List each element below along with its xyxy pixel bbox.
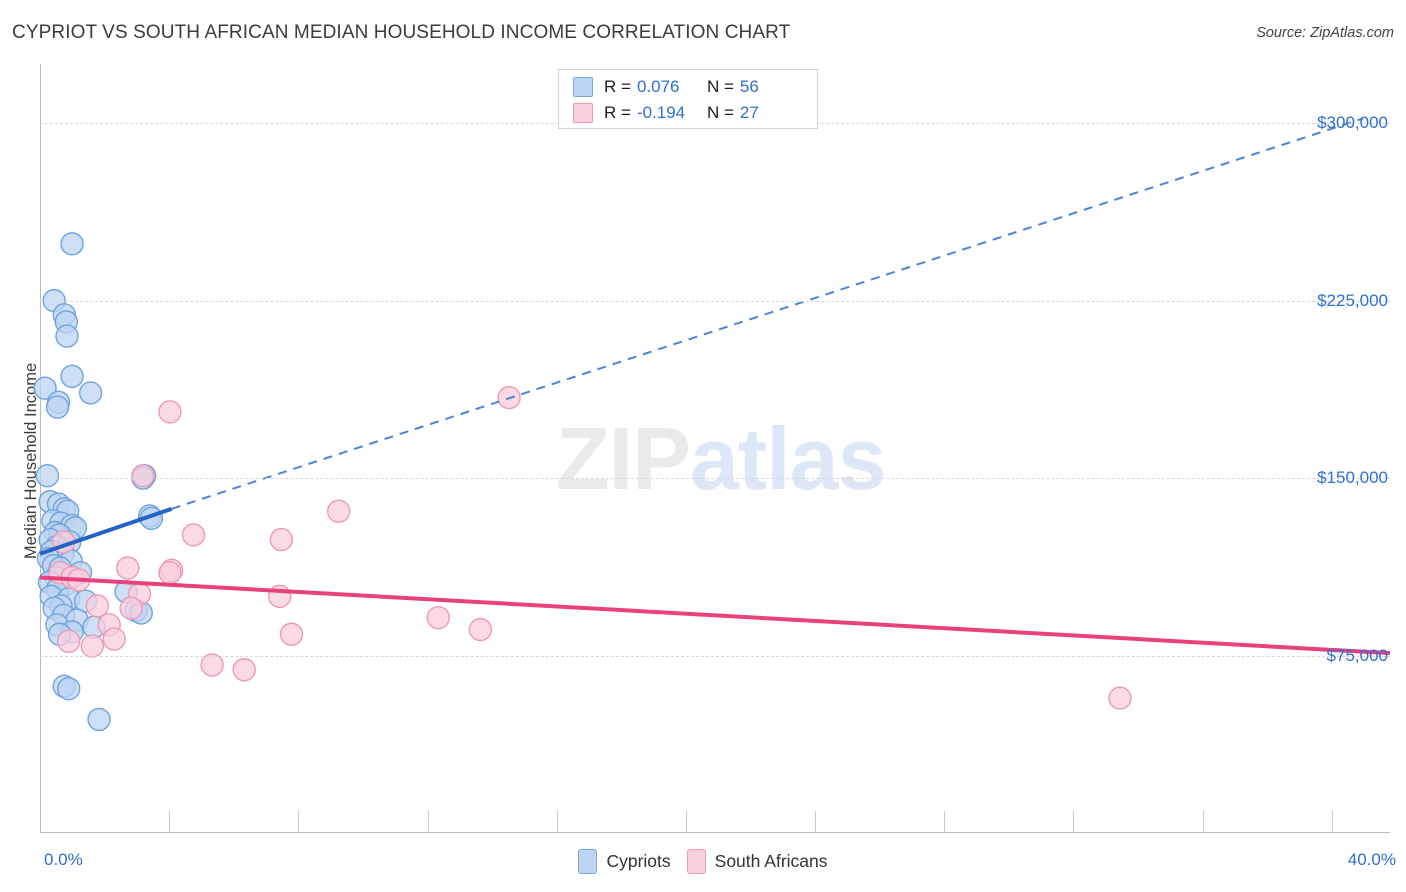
x-axis-tick	[1331, 811, 1333, 833]
data-point[interactable]	[468, 617, 493, 642]
x-axis-tick	[298, 811, 300, 833]
data-point[interactable]	[116, 556, 140, 580]
data-point[interactable]	[232, 658, 256, 682]
data-point[interactable]	[45, 395, 70, 419]
x-axis-line	[40, 832, 1390, 833]
legend-n-label-2: N =	[706, 103, 734, 122]
data-point[interactable]	[60, 232, 84, 256]
x-axis-tick	[815, 811, 817, 833]
x-axis-max-label: 40.0%	[1347, 850, 1396, 869]
data-point[interactable]	[158, 561, 182, 585]
data-point[interactable]	[85, 594, 110, 618]
trendline-south-africans	[39, 575, 1391, 656]
data-point[interactable]	[87, 707, 111, 732]
legend-n-value-2: 27	[739, 103, 759, 122]
legend-row-south-africans: R = -0.194 N = 27	[573, 100, 759, 126]
y-axis-tick-label: $150,000	[1317, 468, 1388, 488]
series-points-south-africans	[48, 385, 1132, 710]
data-point[interactable]	[119, 596, 143, 620]
gridline	[40, 655, 1390, 657]
series-label-cypriots: Cypriots	[606, 851, 671, 871]
data-layer	[33, 117, 1391, 732]
page-title: CYPRIOT VS SOUTH AFRICAN MEDIAN HOUSEHOL…	[12, 22, 791, 43]
y-axis-tick-label: $225,000	[1317, 290, 1388, 310]
series-swatch-south-africans	[686, 849, 706, 874]
series-legend-item-cypriots[interactable]: Cypriots	[578, 849, 671, 874]
legend-swatch-pink	[573, 103, 593, 123]
x-axis-tick	[169, 811, 171, 833]
legend-swatch-blue	[573, 77, 593, 97]
gridline	[40, 300, 1390, 302]
data-point[interactable]	[80, 634, 105, 658]
watermark: ZIPatlas	[556, 408, 887, 510]
plot-area: $75,000 $150,000 $225,000 $300,000	[33, 64, 1391, 833]
data-point[interactable]	[1108, 686, 1132, 710]
data-point[interactable]	[269, 527, 294, 552]
data-point[interactable]	[78, 381, 103, 405]
data-point[interactable]	[326, 499, 351, 523]
y-axis-line	[40, 64, 41, 833]
x-axis-tick	[685, 811, 687, 833]
legend-row-cypriots: R = 0.076 N = 56	[573, 74, 759, 100]
series-label-south-africans: South Africans	[714, 851, 828, 871]
legend-r-label-2: R =	[604, 103, 631, 122]
legend-r-value-2: -0.194	[636, 103, 686, 122]
trendline-cypriots-projection	[171, 117, 1364, 510]
x-axis-tick	[944, 811, 946, 833]
legend-r-value-1: 0.076	[636, 77, 680, 96]
series-swatch-cypriots	[578, 849, 598, 874]
trendline-cypriots	[39, 506, 173, 556]
data-point[interactable]	[60, 364, 84, 389]
y-axis-tick-label: $75,000	[1326, 645, 1388, 665]
watermark-atlas: atlas	[689, 409, 887, 508]
data-point[interactable]	[279, 622, 304, 646]
legend-r-label-1: R =	[604, 77, 631, 96]
data-point[interactable]	[33, 376, 57, 400]
legend-n-label-1: N =	[706, 77, 734, 96]
watermark-zip: ZIP	[556, 409, 691, 508]
correlation-legend: R = 0.076 N = 56 R = -0.194 N = 27	[558, 69, 818, 129]
data-point[interactable]	[200, 653, 224, 677]
data-point[interactable]	[102, 627, 126, 651]
x-axis-tick	[427, 811, 429, 833]
source-attribution: Source: ZipAtlas.com	[1256, 25, 1394, 41]
series-legend: Cypriots South Africans	[0, 849, 1406, 874]
x-axis-tick	[1073, 811, 1075, 833]
data-point[interactable]	[56, 676, 81, 701]
y-axis-title: Median Household Income	[22, 362, 40, 560]
x-axis-tick	[1202, 811, 1204, 833]
data-point[interactable]	[35, 464, 60, 488]
x-axis-tick	[556, 811, 558, 833]
data-point[interactable]	[55, 324, 79, 348]
data-point[interactable]	[131, 464, 155, 488]
data-point[interactable]	[181, 523, 206, 547]
y-axis-tick-label: $300,000	[1317, 113, 1388, 133]
legend-n-value-1: 56	[739, 77, 759, 96]
gridline	[40, 478, 1390, 480]
x-axis-min-label: 0.0%	[44, 850, 83, 869]
data-point[interactable]	[158, 400, 182, 424]
data-point[interactable]	[426, 605, 450, 630]
series-legend-item-south-africans[interactable]: South Africans	[686, 849, 828, 874]
data-point[interactable]	[56, 629, 81, 654]
